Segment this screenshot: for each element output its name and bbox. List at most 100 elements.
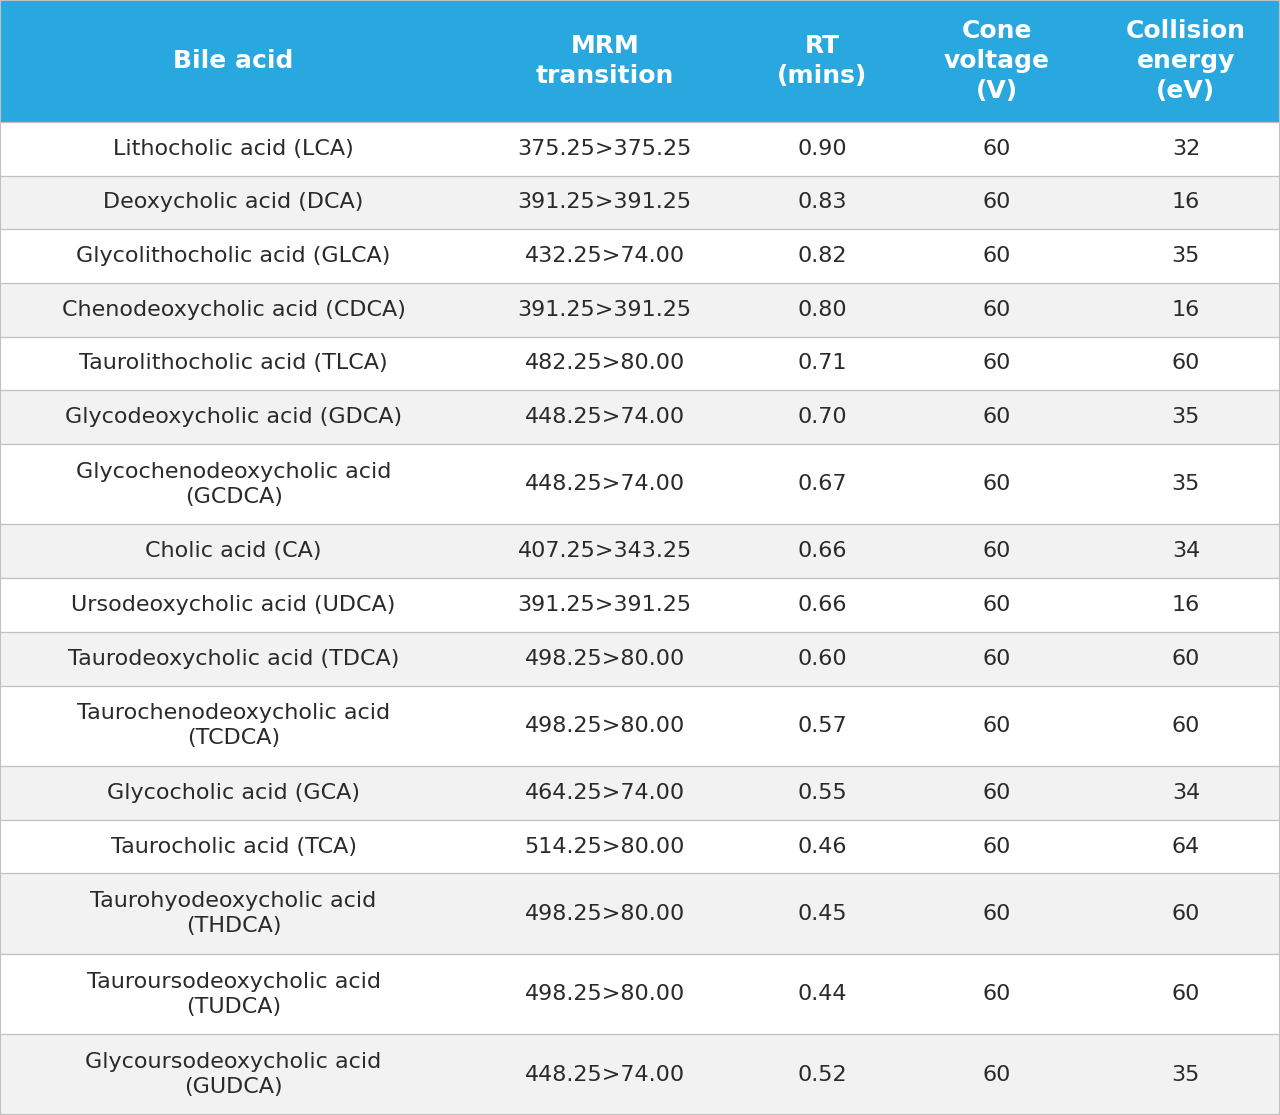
- Text: 0.90: 0.90: [797, 138, 847, 158]
- Bar: [0, 390, 1280, 444]
- Text: 498.25>80.00: 498.25>80.00: [525, 716, 685, 736]
- Text: Cone
voltage
(V): Cone voltage (V): [945, 19, 1050, 103]
- Bar: [0, 1035, 1280, 1115]
- Text: 60: 60: [983, 985, 1011, 1005]
- Bar: [0, 283, 1280, 337]
- Text: 0.60: 0.60: [797, 649, 847, 669]
- Text: MRM
transition: MRM transition: [535, 35, 675, 88]
- Bar: [0, 686, 1280, 766]
- Text: RT
(mins): RT (mins): [777, 35, 868, 88]
- Text: 498.25>80.00: 498.25>80.00: [525, 903, 685, 923]
- Text: 60: 60: [983, 783, 1011, 803]
- Text: Chenodeoxycholic acid (CDCA): Chenodeoxycholic acid (CDCA): [61, 300, 406, 320]
- Text: 32: 32: [1171, 138, 1201, 158]
- Bar: [0, 122, 1280, 175]
- Text: 514.25>80.00: 514.25>80.00: [525, 836, 685, 856]
- Text: 0.70: 0.70: [797, 407, 847, 427]
- Text: 391.25>391.25: 391.25>391.25: [517, 193, 692, 212]
- Text: Deoxycholic acid (DCA): Deoxycholic acid (DCA): [104, 193, 364, 212]
- Text: 0.80: 0.80: [797, 300, 847, 320]
- Text: 60: 60: [983, 353, 1011, 374]
- Text: 60: 60: [1171, 649, 1201, 669]
- Text: Taurodeoxycholic acid (TDCA): Taurodeoxycholic acid (TDCA): [68, 649, 399, 669]
- Text: 60: 60: [1171, 716, 1201, 736]
- Bar: [0, 820, 1280, 873]
- Text: Glycochenodeoxycholic acid
(GCDCA): Glycochenodeoxycholic acid (GCDCA): [76, 462, 392, 506]
- Text: Taurocholic acid (TCA): Taurocholic acid (TCA): [110, 836, 357, 856]
- Text: Tauroursodeoxycholic acid
(TUDCA): Tauroursodeoxycholic acid (TUDCA): [87, 972, 380, 1017]
- Text: Taurolithocholic acid (TLCA): Taurolithocholic acid (TLCA): [79, 353, 388, 374]
- Text: Glycoursodeoxycholic acid
(GUDCA): Glycoursodeoxycholic acid (GUDCA): [86, 1053, 381, 1097]
- Text: 16: 16: [1171, 595, 1201, 615]
- Text: 0.44: 0.44: [797, 985, 847, 1005]
- Text: 391.25>391.25: 391.25>391.25: [517, 300, 692, 320]
- Text: 34: 34: [1171, 541, 1201, 561]
- Text: 0.57: 0.57: [797, 716, 847, 736]
- Text: 0.67: 0.67: [797, 474, 847, 494]
- Bar: [0, 0, 1280, 122]
- Bar: [0, 524, 1280, 579]
- Text: 34: 34: [1171, 783, 1201, 803]
- Text: 60: 60: [983, 193, 1011, 212]
- Text: 498.25>80.00: 498.25>80.00: [525, 649, 685, 669]
- Bar: [0, 579, 1280, 632]
- Text: 0.83: 0.83: [797, 193, 847, 212]
- Text: Taurochenodeoxycholic acid
(TCDCA): Taurochenodeoxycholic acid (TCDCA): [77, 704, 390, 748]
- Text: Glycocholic acid (GCA): Glycocholic acid (GCA): [108, 783, 360, 803]
- Text: Glycodeoxycholic acid (GDCA): Glycodeoxycholic acid (GDCA): [65, 407, 402, 427]
- Text: 0.66: 0.66: [797, 541, 847, 561]
- Bar: [0, 632, 1280, 686]
- Bar: [0, 444, 1280, 524]
- Text: 60: 60: [1171, 985, 1201, 1005]
- Text: 60: 60: [983, 246, 1011, 266]
- Text: 60: 60: [983, 836, 1011, 856]
- Bar: [0, 766, 1280, 820]
- Text: 0.45: 0.45: [797, 903, 847, 923]
- Text: 464.25>74.00: 464.25>74.00: [525, 783, 685, 803]
- Bar: [0, 954, 1280, 1035]
- Text: 64: 64: [1171, 836, 1201, 856]
- Text: 60: 60: [983, 649, 1011, 669]
- Text: 0.66: 0.66: [797, 595, 847, 615]
- Text: Ursodeoxycholic acid (UDCA): Ursodeoxycholic acid (UDCA): [72, 595, 396, 615]
- Text: 60: 60: [983, 716, 1011, 736]
- Bar: [0, 175, 1280, 230]
- Text: 60: 60: [983, 138, 1011, 158]
- Text: 0.52: 0.52: [797, 1065, 847, 1085]
- Text: 16: 16: [1171, 300, 1201, 320]
- Text: Glycolithocholic acid (GLCA): Glycolithocholic acid (GLCA): [77, 246, 390, 266]
- Text: 60: 60: [983, 903, 1011, 923]
- Text: 60: 60: [983, 300, 1011, 320]
- Text: 498.25>80.00: 498.25>80.00: [525, 985, 685, 1005]
- Bar: [0, 230, 1280, 283]
- Text: 0.46: 0.46: [797, 836, 847, 856]
- Text: Bile acid: Bile acid: [173, 49, 294, 72]
- Text: 60: 60: [983, 595, 1011, 615]
- Text: 432.25>74.00: 432.25>74.00: [525, 246, 685, 266]
- Text: 0.82: 0.82: [797, 246, 847, 266]
- Text: 35: 35: [1171, 1065, 1201, 1085]
- Text: 0.71: 0.71: [797, 353, 847, 374]
- Text: 391.25>391.25: 391.25>391.25: [517, 595, 692, 615]
- Text: 60: 60: [983, 407, 1011, 427]
- Text: 35: 35: [1171, 474, 1201, 494]
- Text: 60: 60: [983, 1065, 1011, 1085]
- Text: 60: 60: [1171, 903, 1201, 923]
- Text: 448.25>74.00: 448.25>74.00: [525, 474, 685, 494]
- Text: Lithocholic acid (LCA): Lithocholic acid (LCA): [113, 138, 355, 158]
- Text: 35: 35: [1171, 246, 1201, 266]
- Bar: [0, 337, 1280, 390]
- Text: 35: 35: [1171, 407, 1201, 427]
- Text: 60: 60: [1171, 353, 1201, 374]
- Text: Collision
energy
(eV): Collision energy (eV): [1126, 19, 1245, 103]
- Text: 16: 16: [1171, 193, 1201, 212]
- Text: 482.25>80.00: 482.25>80.00: [525, 353, 685, 374]
- Text: 375.25>375.25: 375.25>375.25: [517, 138, 692, 158]
- Text: 407.25>343.25: 407.25>343.25: [517, 541, 692, 561]
- Bar: [0, 873, 1280, 954]
- Text: Cholic acid (CA): Cholic acid (CA): [146, 541, 321, 561]
- Text: 60: 60: [983, 541, 1011, 561]
- Text: 0.55: 0.55: [797, 783, 847, 803]
- Text: Taurohyodeoxycholic acid
(THDCA): Taurohyodeoxycholic acid (THDCA): [91, 891, 376, 937]
- Text: 448.25>74.00: 448.25>74.00: [525, 1065, 685, 1085]
